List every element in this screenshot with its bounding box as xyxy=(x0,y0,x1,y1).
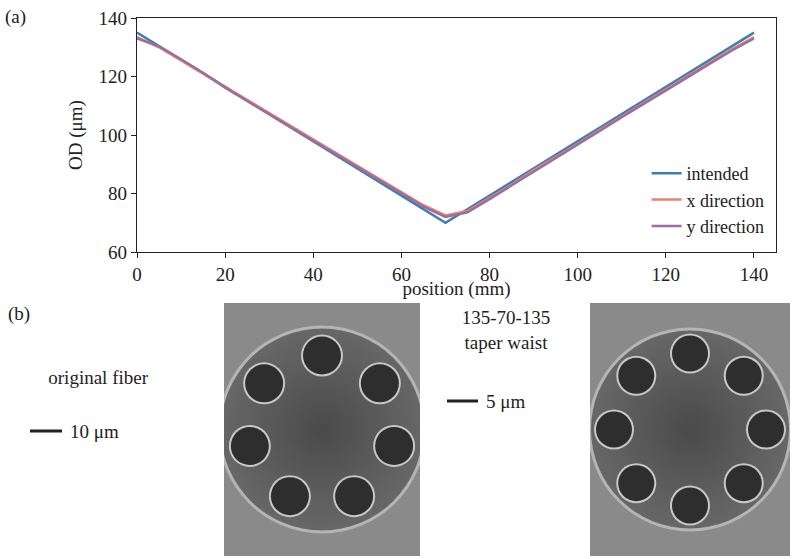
svg-text:position (mm): position (mm) xyxy=(402,278,510,300)
svg-text:100: 100 xyxy=(563,264,592,285)
svg-text:original fiber: original fiber xyxy=(48,367,148,388)
svg-text:135-70-135: 135-70-135 xyxy=(462,307,551,328)
svg-text:taper waist: taper waist xyxy=(465,332,549,353)
svg-text:(b): (b) xyxy=(8,303,30,325)
svg-text:120: 120 xyxy=(652,264,681,285)
svg-text:80: 80 xyxy=(480,264,499,285)
svg-text:10 μm: 10 μm xyxy=(70,421,119,442)
svg-text:y direction: y direction xyxy=(687,217,764,237)
svg-text:120: 120 xyxy=(99,66,128,87)
svg-text:60: 60 xyxy=(108,242,127,263)
svg-text:100: 100 xyxy=(99,125,128,146)
svg-text:intended: intended xyxy=(687,164,749,184)
svg-text:20: 20 xyxy=(216,264,235,285)
svg-text:0: 0 xyxy=(132,264,142,285)
svg-text:(a): (a) xyxy=(5,6,26,28)
svg-text:140: 140 xyxy=(740,264,769,285)
svg-text:80: 80 xyxy=(108,183,127,204)
svg-text:140: 140 xyxy=(99,8,128,29)
svg-text:5 μm: 5 μm xyxy=(486,391,525,412)
svg-text:x direction: x direction xyxy=(687,191,764,211)
svg-text:OD (μm): OD (μm) xyxy=(65,100,87,170)
svg-text:60: 60 xyxy=(392,264,411,285)
svg-text:40: 40 xyxy=(304,264,323,285)
